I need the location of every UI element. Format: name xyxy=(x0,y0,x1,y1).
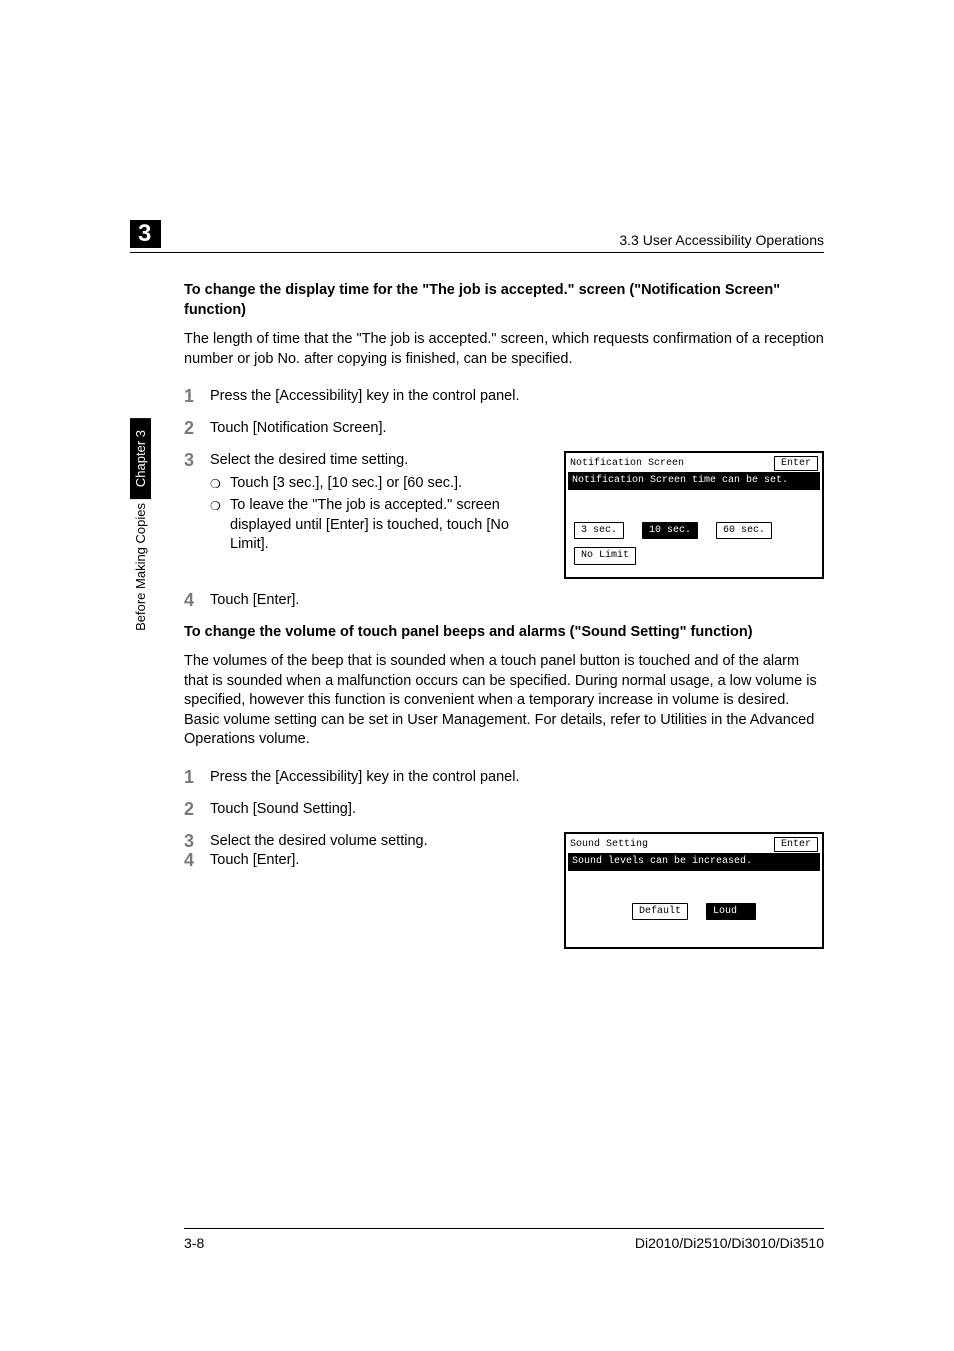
step-text: Touch [Sound Setting]. xyxy=(210,800,824,820)
bullet-icon: ❍ xyxy=(210,496,230,514)
step-number: 3 xyxy=(184,832,210,852)
step: 4 Touch [Enter]. xyxy=(184,851,824,871)
content-area: To change the display time for the "The … xyxy=(184,281,824,870)
chapter-badge: 3 xyxy=(130,220,161,248)
bullet-icon: ❍ xyxy=(210,474,230,492)
panel-message: Notification Screen time can be set. xyxy=(568,472,820,490)
document-page: 3 3.3 User Accessibility Operations Chap… xyxy=(0,0,954,1351)
sub-bullet: ❍ Touch [3 sec.], [10 sec.] or [60 sec.]… xyxy=(210,474,546,494)
model-numbers: Di2010/Di2510/Di3010/Di3510 xyxy=(635,1235,824,1251)
step-text: Touch [Enter]. xyxy=(210,851,824,871)
sub-bullet-text: Touch [3 sec.], [10 sec.] or [60 sec.]. xyxy=(230,474,546,494)
option-10sec[interactable]: 10 sec. xyxy=(642,522,698,540)
option-3sec[interactable]: 3 sec. xyxy=(574,522,624,540)
step-number: 1 xyxy=(184,387,210,407)
sub-bullets: ❍ Touch [3 sec.], [10 sec.] or [60 sec.]… xyxy=(210,474,546,554)
step: 1 Press the [Accessibility] key in the c… xyxy=(184,387,824,407)
step-text: Select the desired volume setting. xyxy=(210,832,546,852)
step-text: Touch [Enter]. xyxy=(210,591,824,611)
step-text: Press the [Accessibility] key in the con… xyxy=(210,768,824,788)
panel-title: Sound Setting xyxy=(570,838,648,852)
side-tab: Chapter 3 Before Making Copies xyxy=(130,418,151,643)
panel-title: Notification Screen xyxy=(570,457,684,471)
step-number: 3 xyxy=(184,451,210,471)
step-text: Select the desired time setting. xyxy=(210,451,546,471)
enter-button[interactable]: Enter xyxy=(774,456,818,472)
sub-bullet-text: To leave the "The job is accepted." scre… xyxy=(230,496,546,555)
step-text: Touch [Notification Screen]. xyxy=(210,419,824,439)
step: 3 Select the desired volume setting. Sou… xyxy=(184,832,824,949)
notification-screen-panel: Notification Screen Enter Notification S… xyxy=(564,451,824,579)
step-number: 2 xyxy=(184,419,210,439)
section2-steps: 1 Press the [Accessibility] key in the c… xyxy=(184,768,824,870)
step: 3 Select the desired time setting. ❍ Tou… xyxy=(184,451,824,579)
sub-bullet: ❍ To leave the "The job is accepted." sc… xyxy=(210,496,546,555)
step-number: 2 xyxy=(184,800,210,820)
step-number: 1 xyxy=(184,768,210,788)
section1-heading: To change the display time for the "The … xyxy=(184,281,824,320)
step: 2 Touch [Sound Setting]. xyxy=(184,800,824,820)
side-tab-chapter: Chapter 3 xyxy=(130,418,151,499)
page-header: 3 3.3 User Accessibility Operations xyxy=(130,220,824,253)
section2-intro: The volumes of the beep that is sounded … xyxy=(184,652,824,750)
page-number: 3-8 xyxy=(184,1235,204,1251)
option-no-limit[interactable]: No Limit xyxy=(574,547,636,565)
option-60sec[interactable]: 60 sec. xyxy=(716,522,772,540)
step-number: 4 xyxy=(184,851,210,871)
section1-intro: The length of time that the "The job is … xyxy=(184,330,824,369)
step: 4 Touch [Enter]. xyxy=(184,591,824,611)
option-default[interactable]: Default xyxy=(632,903,688,921)
step-text: Press the [Accessibility] key in the con… xyxy=(210,387,824,407)
side-tab-title: Before Making Copies xyxy=(133,499,148,643)
section1-steps: 1 Press the [Accessibility] key in the c… xyxy=(184,387,824,610)
section-label: 3.3 User Accessibility Operations xyxy=(619,232,824,248)
step-number: 4 xyxy=(184,591,210,611)
option-loud[interactable]: Loud xyxy=(706,903,756,921)
page-footer: 3-8 Di2010/Di2510/Di3010/Di3510 xyxy=(184,1228,824,1251)
section2-heading: To change the volume of touch panel beep… xyxy=(184,623,824,643)
step: 1 Press the [Accessibility] key in the c… xyxy=(184,768,824,788)
step: 2 Touch [Notification Screen]. xyxy=(184,419,824,439)
sound-setting-panel: Sound Setting Enter Sound levels can be … xyxy=(564,832,824,949)
